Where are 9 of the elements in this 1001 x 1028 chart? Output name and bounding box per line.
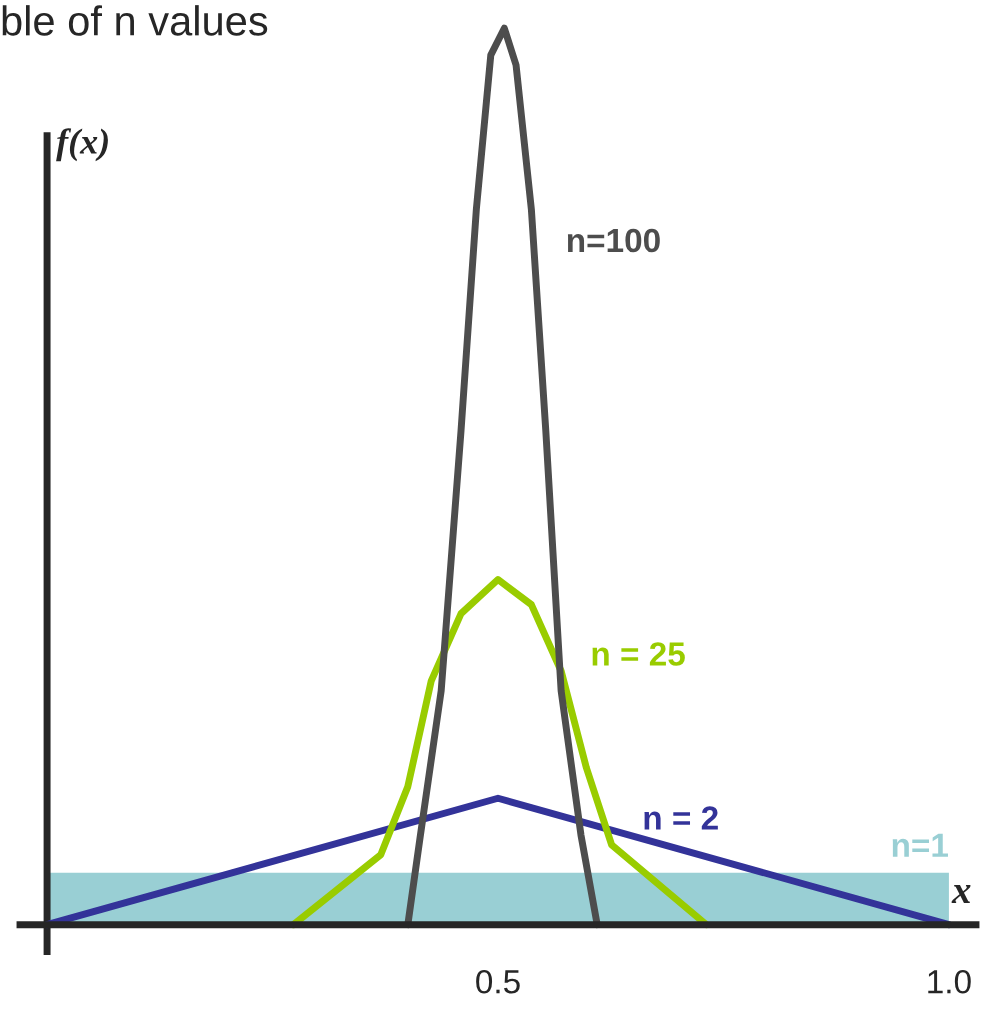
series-label: n = 2 <box>644 806 718 830</box>
chart-title: ble of n values <box>2 5 268 36</box>
y-axis-title: f(x) <box>56 128 108 162</box>
series-label: n=100 <box>567 228 660 253</box>
x-tick-label: 0.5 <box>476 969 520 994</box>
x-tick-label: 1.0 <box>928 969 971 994</box>
x-axis-title: x <box>951 885 971 903</box>
series-label: n = 25 <box>592 642 685 666</box>
series-label: n=1 <box>892 833 948 857</box>
